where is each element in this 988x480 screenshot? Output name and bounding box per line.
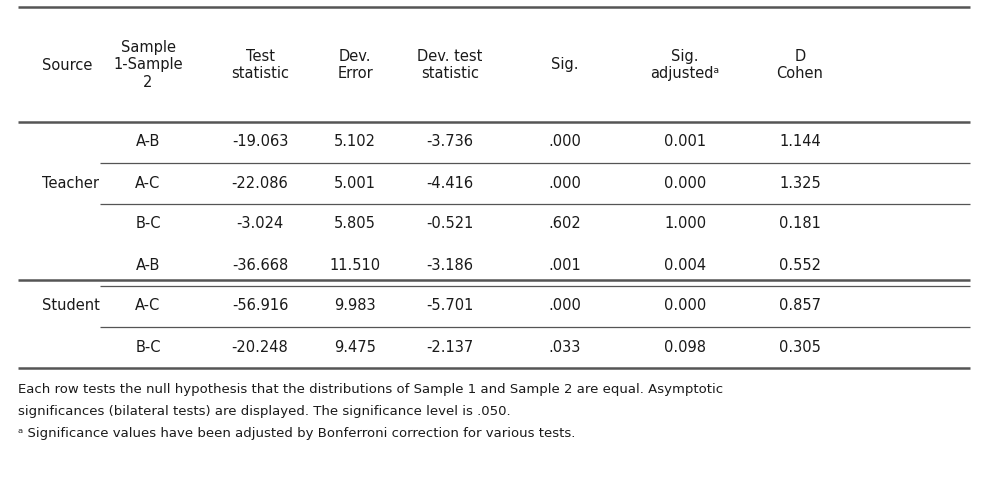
Text: .602: .602 [548, 216, 581, 231]
Text: 0.000: 0.000 [664, 299, 706, 313]
Text: -5.701: -5.701 [426, 299, 473, 313]
Text: significances (bilateral tests) are displayed. The significance level is .050.: significances (bilateral tests) are disp… [18, 406, 511, 419]
Text: Sample
1-Sample
2: Sample 1-Sample 2 [114, 40, 183, 90]
Text: -3.736: -3.736 [427, 134, 473, 149]
Text: 1.000: 1.000 [664, 216, 706, 231]
Text: 0.000: 0.000 [664, 176, 706, 191]
Text: 0.857: 0.857 [779, 299, 821, 313]
Text: Sig.: Sig. [551, 58, 579, 72]
Text: -36.668: -36.668 [232, 257, 288, 273]
Text: -3.186: -3.186 [427, 257, 473, 273]
Text: A-B: A-B [135, 257, 160, 273]
Text: 5.001: 5.001 [334, 176, 376, 191]
Text: B-C: B-C [135, 339, 161, 355]
Text: 0.004: 0.004 [664, 257, 706, 273]
Text: 0.001: 0.001 [664, 134, 706, 149]
Text: A-B: A-B [135, 134, 160, 149]
Text: -4.416: -4.416 [427, 176, 473, 191]
Text: .001: .001 [548, 257, 581, 273]
Text: 9.475: 9.475 [334, 339, 376, 355]
Text: 11.510: 11.510 [329, 257, 380, 273]
Text: -56.916: -56.916 [232, 299, 288, 313]
Text: .000: .000 [548, 299, 581, 313]
Text: 0.552: 0.552 [779, 257, 821, 273]
Text: Teacher: Teacher [42, 176, 99, 191]
Text: D
Cohen: D Cohen [777, 49, 823, 81]
Text: 0.305: 0.305 [780, 339, 821, 355]
Text: -22.086: -22.086 [231, 176, 288, 191]
Text: 5.805: 5.805 [334, 216, 376, 231]
Text: -0.521: -0.521 [426, 216, 473, 231]
Text: Dev.
Error: Dev. Error [337, 49, 372, 81]
Text: 5.102: 5.102 [334, 134, 376, 149]
Text: 1.325: 1.325 [780, 176, 821, 191]
Text: Dev. test
statistic: Dev. test statistic [417, 49, 483, 81]
Text: .000: .000 [548, 176, 581, 191]
Text: 9.983: 9.983 [334, 299, 375, 313]
Text: B-C: B-C [135, 216, 161, 231]
Text: .033: .033 [548, 339, 581, 355]
Text: -20.248: -20.248 [231, 339, 288, 355]
Text: Test
statistic: Test statistic [231, 49, 289, 81]
Text: Sig.
adjustedᵃ: Sig. adjustedᵃ [650, 49, 719, 81]
Text: 0.181: 0.181 [780, 216, 821, 231]
Text: Each row tests the null hypothesis that the distributions of Sample 1 and Sample: Each row tests the null hypothesis that … [18, 384, 723, 396]
Text: ᵃ Significance values have been adjusted by Bonferroni correction for various te: ᵃ Significance values have been adjusted… [18, 428, 575, 441]
Text: -19.063: -19.063 [232, 134, 288, 149]
Text: A-C: A-C [135, 176, 161, 191]
Text: Source: Source [42, 58, 92, 72]
Text: -2.137: -2.137 [427, 339, 473, 355]
Text: .000: .000 [548, 134, 581, 149]
Text: 1.144: 1.144 [780, 134, 821, 149]
Text: -3.024: -3.024 [236, 216, 284, 231]
Text: 0.098: 0.098 [664, 339, 706, 355]
Text: A-C: A-C [135, 299, 161, 313]
Text: Student: Student [42, 299, 100, 313]
